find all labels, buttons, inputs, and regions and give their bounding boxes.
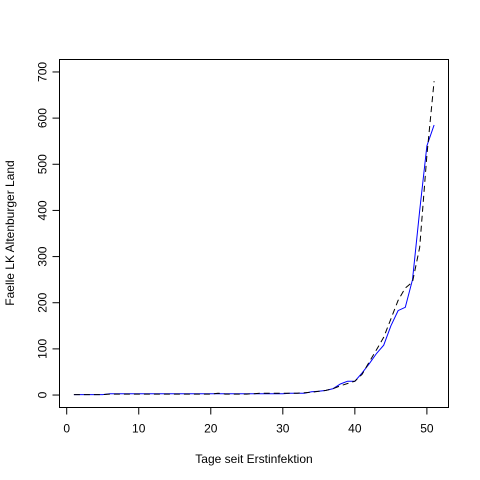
y-tick-label: 300 xyxy=(36,246,50,266)
y-tick-label: 400 xyxy=(36,200,50,220)
x-tick-label: 50 xyxy=(420,422,434,436)
y-tick-label: 500 xyxy=(36,154,50,174)
x-axis: 0 10 20 30 40 50 xyxy=(63,407,434,436)
x-axis-title: Tage seit Erstinfektion xyxy=(195,452,312,466)
y-tick-label: 200 xyxy=(36,292,50,312)
y-axis-title: Faelle LK Altenburger Land xyxy=(3,160,17,305)
x-tick-label: 10 xyxy=(132,422,146,436)
y-tick-label: 700 xyxy=(36,62,50,82)
series-line-solid xyxy=(73,124,435,396)
y-axis: 0 100 200 300 400 500 600 700 xyxy=(36,62,60,398)
y-tick-label: 0 xyxy=(36,391,50,398)
x-tick-label: 30 xyxy=(276,422,290,436)
series-line-dashed xyxy=(73,81,435,396)
y-tick-label: 100 xyxy=(36,339,50,359)
x-tick-label: 40 xyxy=(348,422,362,436)
plot-box xyxy=(59,59,449,408)
x-tick-label: 0 xyxy=(63,422,70,436)
series-layer xyxy=(73,81,435,396)
y-tick-label: 600 xyxy=(36,108,50,128)
x-tick-label: 20 xyxy=(204,422,218,436)
